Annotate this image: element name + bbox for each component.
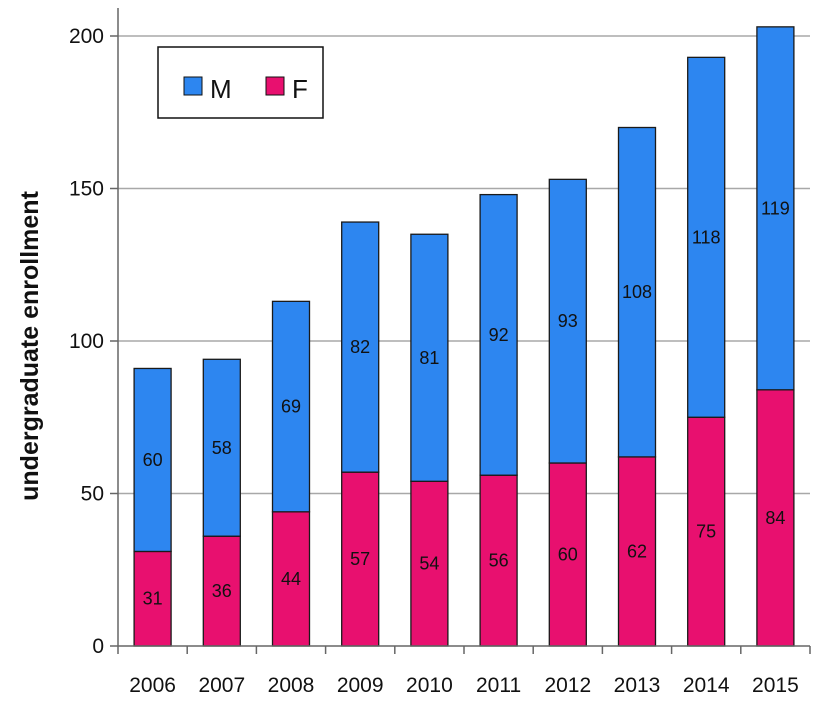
bar-f-2015 bbox=[756, 389, 795, 647]
x-tick-label-2006: 2006 bbox=[129, 674, 176, 697]
x-tick-label-2013: 2013 bbox=[614, 674, 661, 697]
data-label-f-2010: 54 bbox=[419, 554, 439, 574]
x-tick-label-2007: 2007 bbox=[198, 674, 245, 697]
y-tick-label-200: 200 bbox=[69, 25, 104, 48]
bar-f-2006 bbox=[133, 550, 172, 647]
y-tick-label-0: 0 bbox=[92, 635, 104, 658]
x-tick-label-2012: 2012 bbox=[544, 674, 591, 697]
x-tick-label-2010: 2010 bbox=[406, 674, 453, 697]
data-label-m-2014: 118 bbox=[692, 227, 721, 247]
bar-m-2010 bbox=[410, 233, 449, 482]
x-tick-label-2015: 2015 bbox=[752, 674, 799, 697]
bar-f-2014 bbox=[687, 416, 726, 647]
y-tick-label-150: 150 bbox=[69, 178, 104, 201]
legend-swatch-f bbox=[265, 76, 285, 96]
bar-m-2012 bbox=[548, 178, 587, 464]
bar-f-2010 bbox=[410, 480, 449, 647]
data-label-m-2013: 108 bbox=[622, 282, 652, 302]
data-label-m-2006: 60 bbox=[143, 450, 163, 470]
legend-box bbox=[157, 46, 324, 119]
data-label-m-2007: 58 bbox=[212, 438, 232, 458]
data-label-f-2013: 62 bbox=[627, 541, 647, 561]
data-label-f-2014: 75 bbox=[696, 522, 716, 542]
legend-swatch-m bbox=[183, 76, 203, 96]
y-axis-label: undergraduate enrollment bbox=[16, 190, 44, 500]
x-tick-label-2009: 2009 bbox=[337, 674, 384, 697]
legend: M F bbox=[157, 46, 324, 119]
x-tick-label-2008: 2008 bbox=[268, 674, 315, 697]
y-tick-label-100: 100 bbox=[69, 330, 104, 353]
bar-m-2007 bbox=[202, 358, 241, 537]
legend-label-m: M bbox=[210, 74, 232, 104]
data-label-m-2009: 82 bbox=[350, 337, 370, 357]
bar-f-2011 bbox=[479, 474, 518, 647]
data-label-f-2011: 56 bbox=[489, 551, 509, 571]
y-tick-label-50: 50 bbox=[81, 483, 104, 506]
data-labels: 31 60 36 58 44 69 57 82 54 81 56 92 60 93 62 108 75 118 84… bbox=[143, 198, 790, 608]
bar-m-2009 bbox=[341, 221, 380, 473]
bar-m-2013 bbox=[617, 126, 657, 458]
data-label-f-2006: 31 bbox=[143, 589, 163, 609]
bar-f-2008 bbox=[271, 511, 311, 647]
data-label-f-2015: 84 bbox=[765, 508, 785, 528]
bar-m-2008 bbox=[271, 300, 311, 513]
bar-m-2006 bbox=[133, 367, 172, 553]
axes: 0 50 100 150 200 2006 2007 2008 2009 2010 2011 2012… bbox=[69, 8, 811, 697]
x-tick-label-2014: 2014 bbox=[683, 674, 730, 697]
bar-f-2013 bbox=[617, 456, 657, 647]
x-tick-label-2011: 2011 bbox=[476, 674, 521, 697]
data-label-m-2008: 69 bbox=[281, 397, 301, 417]
data-label-m-2015: 119 bbox=[761, 198, 790, 218]
bar-f-2009 bbox=[341, 471, 380, 647]
bars bbox=[133, 26, 795, 647]
data-label-f-2009: 57 bbox=[350, 549, 370, 569]
data-label-m-2010: 81 bbox=[419, 348, 439, 368]
data-label-m-2012: 93 bbox=[558, 311, 578, 331]
legend-label-f: F bbox=[292, 74, 308, 104]
bar-m-2011 bbox=[479, 193, 518, 476]
data-label-m-2011: 92 bbox=[489, 325, 509, 345]
bar-m-2014 bbox=[687, 56, 726, 418]
data-label-f-2012: 60 bbox=[558, 545, 578, 565]
data-label-f-2008: 44 bbox=[281, 569, 301, 589]
bar-m-2015 bbox=[756, 26, 795, 391]
data-label-f-2007: 36 bbox=[212, 581, 232, 601]
